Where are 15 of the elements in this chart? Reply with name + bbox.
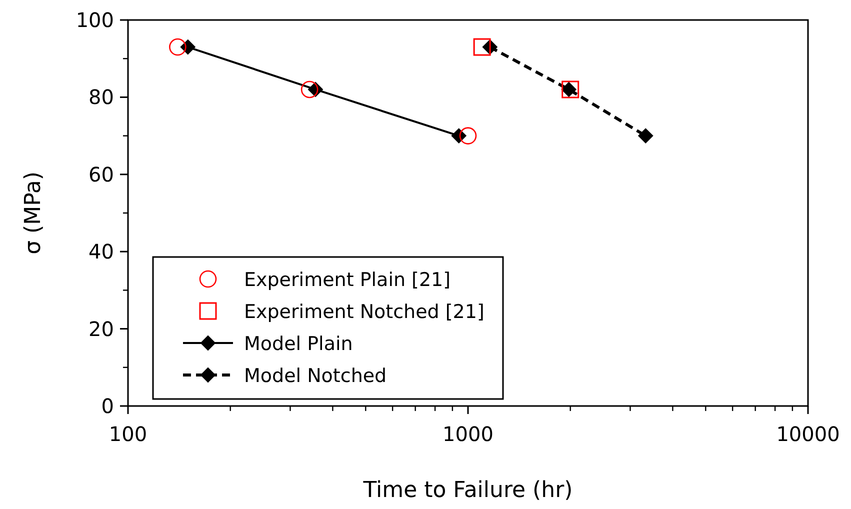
y-tick-label: 0 [101, 394, 114, 418]
legend-label: Experiment Plain [21] [244, 269, 451, 291]
x-tick-label: 100 [108, 422, 148, 446]
x-tick-label: 1000 [442, 422, 494, 446]
x-axis-title: Time to Failure (hr) [362, 478, 573, 503]
y-tick-label: 20 [88, 316, 114, 341]
y-tick-label: 100 [76, 8, 114, 32]
y-tick-label: 80 [88, 85, 114, 110]
x-tick-label: 10000 [776, 422, 840, 446]
y-tick-label: 40 [88, 240, 114, 264]
legend-label: Model Plain [244, 333, 353, 355]
legend-label: Model Notched [244, 365, 387, 387]
legend-label: Experiment Notched [21] [244, 301, 484, 323]
y-axis-title: σ (MPa) [21, 172, 46, 254]
y-tick-label: 60 [88, 162, 114, 186]
